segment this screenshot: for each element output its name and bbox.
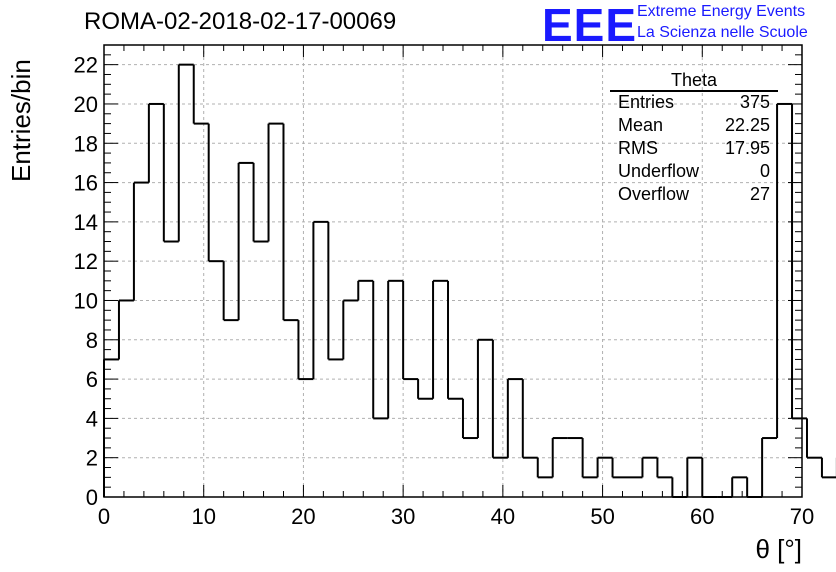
stats-label: RMS — [618, 138, 658, 158]
logo-subtitle-2: La Scienza nelle Scuole — [637, 24, 808, 41]
chart-title: ROMA-02-2018-02-17-00069 — [84, 8, 397, 35]
y-axis-label: Entries/bin — [6, 59, 36, 182]
eee-logo: EEE — [542, 0, 638, 51]
stats-divider — [610, 90, 778, 92]
stats-value: 22.25 — [724, 115, 770, 135]
x-tick-label: 10 — [191, 504, 215, 529]
stats-label: Entries — [618, 92, 675, 112]
stats-label: Mean — [618, 115, 664, 135]
x-tick-label: 0 — [98, 504, 110, 529]
x-tick-label: 40 — [491, 504, 515, 529]
stats-value: 27 — [749, 184, 770, 204]
y-tick-label: 10 — [74, 288, 98, 313]
stats-label: Overflow — [618, 184, 690, 204]
y-tick-label: 20 — [74, 92, 98, 117]
y-axis-label-box: Entries/bin — [4, 59, 36, 190]
stats-row-mean: Mean 22.25 — [618, 115, 770, 137]
stats-value: 17.95 — [724, 138, 770, 158]
x-axis-label: θ [°] — [755, 534, 802, 564]
x-tick-label: 20 — [291, 504, 315, 529]
x-tick-label: 70 — [790, 504, 814, 529]
stats-label: Underflow — [618, 161, 700, 181]
stats-row-overflow: Overflow 27 — [618, 184, 770, 206]
y-tick-label: 12 — [74, 249, 98, 274]
y-tick-label: 16 — [74, 171, 98, 196]
x-tick-label: 30 — [391, 504, 415, 529]
stats-value: 0 — [759, 161, 770, 181]
y-tick-label: 4 — [86, 406, 98, 431]
x-tick-label: 60 — [690, 504, 714, 529]
y-tick-label: 0 — [86, 485, 98, 510]
y-tick-label: 8 — [86, 328, 98, 353]
stats-value: 375 — [739, 92, 770, 112]
stats-row-underflow: Underflow 0 — [618, 161, 770, 183]
x-tick-label: 50 — [590, 504, 614, 529]
y-tick-label: 2 — [86, 446, 98, 471]
logo-subtitle-1: Extreme Energy Events — [637, 3, 806, 20]
stats-title: Theta — [670, 70, 718, 90]
stats-box: Theta Entries 375 Mean 22.25 RMS 17.95 U… — [610, 70, 778, 204]
y-tick-label: 18 — [74, 131, 98, 156]
y-tick-label: 22 — [74, 53, 98, 78]
y-tick-label: 14 — [74, 210, 98, 235]
stats-row-rms: RMS 17.95 — [618, 138, 770, 160]
stats-row-entries: Entries 375 — [618, 92, 770, 114]
y-tick-label: 6 — [86, 367, 98, 392]
